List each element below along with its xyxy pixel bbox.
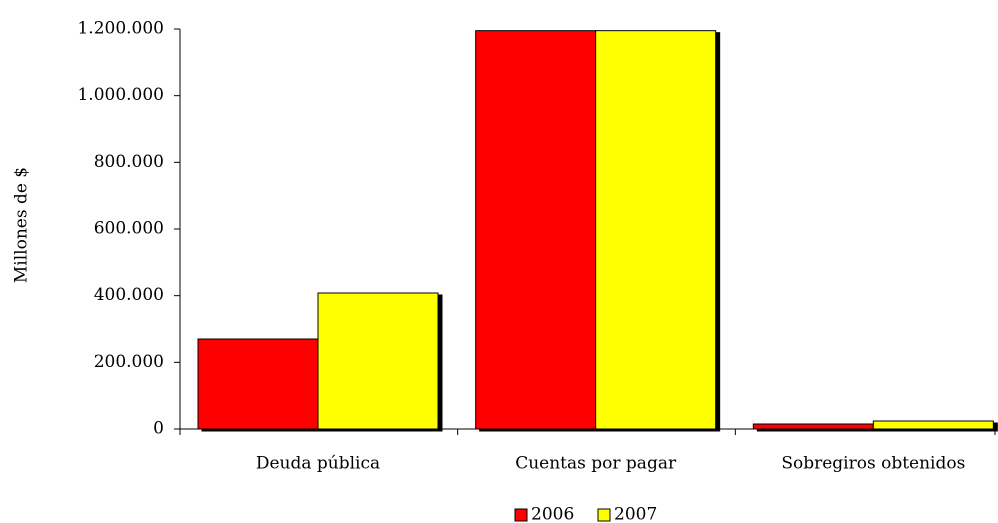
y-axis-label: Millones de $ xyxy=(12,167,32,283)
y-tick-label: 1.200.000 xyxy=(77,19,164,39)
bar xyxy=(317,292,439,430)
x-tick-label: Sobregiros obtenidos xyxy=(781,454,965,474)
legend-swatch xyxy=(514,508,528,522)
legend-label: 2007 xyxy=(614,505,657,523)
legend-swatch xyxy=(597,508,611,522)
bar xyxy=(595,30,717,430)
x-tick-label: Cuentas por pagar xyxy=(515,454,677,474)
y-tick-label: 800.000 xyxy=(94,152,164,172)
bar xyxy=(475,30,597,430)
x-tick-label: Deuda pública xyxy=(256,454,380,474)
y-tick-label: 0 xyxy=(153,419,164,439)
y-tick-label: 1.000.000 xyxy=(77,85,164,105)
y-tick-label: 200.000 xyxy=(94,352,164,372)
bar xyxy=(752,423,874,430)
legend-label: 2006 xyxy=(531,505,574,523)
bar xyxy=(197,338,319,430)
bar xyxy=(872,420,994,430)
y-tick-label: 400.000 xyxy=(94,285,164,305)
y-tick-label: 600.000 xyxy=(94,219,164,239)
